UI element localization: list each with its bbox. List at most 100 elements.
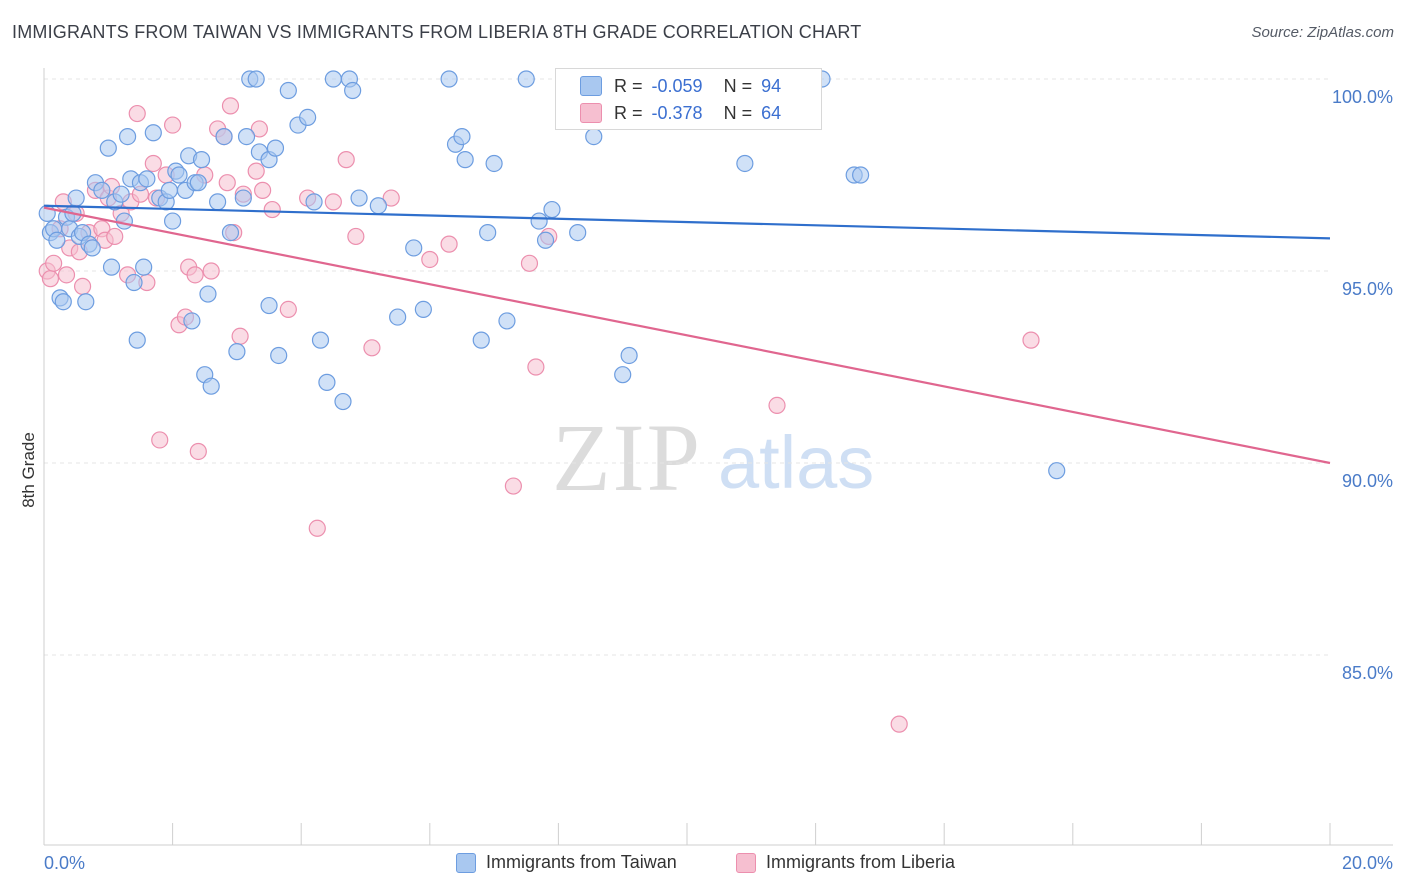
taiwan-point — [115, 212, 133, 230]
y-axis-label: 8th Grade — [19, 432, 38, 508]
chart-title: IMMIGRANTS FROM TAIWAN VS IMMIGRANTS FRO… — [12, 22, 862, 42]
legend-label-taiwan: Immigrants from Taiwan — [486, 852, 677, 872]
taiwan-point — [324, 70, 342, 88]
taiwan-point — [77, 293, 95, 311]
liberia-points — [38, 70, 1040, 733]
taiwan-point — [247, 70, 265, 88]
liberia-point — [128, 104, 146, 123]
y-tick-labels: 85.0% 90.0% 95.0% 100.0% — [1332, 87, 1393, 683]
taiwan-point — [569, 224, 587, 242]
taiwan-point — [543, 200, 561, 219]
taiwan-points — [38, 70, 1066, 480]
y-tick-label: 85.0% — [1342, 663, 1393, 683]
liberia-point — [520, 254, 539, 272]
taiwan-point — [128, 331, 146, 349]
taiwan-point — [202, 377, 220, 395]
liberia-point — [324, 193, 342, 211]
liberia-point — [164, 116, 182, 134]
legend-label-liberia: Immigrants from Liberia — [766, 852, 956, 872]
liberia-trend-line — [43, 206, 1331, 465]
taiwan-point — [456, 151, 474, 169]
taiwan-point — [414, 300, 432, 318]
liberia-point — [768, 396, 786, 414]
taiwan-point — [305, 193, 323, 211]
taiwan-point — [536, 231, 555, 249]
liberia-point — [527, 358, 545, 376]
stats-legend: R = -0.059 N = 94 R = -0.378 N = 64 — [555, 68, 822, 130]
taiwan-point — [350, 189, 368, 207]
liberia-point — [221, 97, 240, 115]
taiwan-r-label: R = — [614, 75, 643, 96]
bottom-legend: Immigrants from Taiwan Immigrants from L… — [0, 852, 1406, 878]
liberia-point — [421, 250, 439, 269]
taiwan-point — [405, 239, 423, 257]
taiwan-point — [199, 285, 217, 303]
taiwan-point — [237, 128, 256, 146]
watermark-zip: ZIP — [552, 404, 702, 511]
taiwan-point — [318, 373, 336, 391]
taiwan-point — [260, 296, 278, 315]
watermark: ZIP atlas — [552, 404, 874, 511]
legend-item-taiwan[interactable]: Immigrants from Taiwan — [456, 852, 677, 873]
liberia-n-value: 64 — [761, 102, 782, 123]
taiwan-point — [189, 174, 207, 192]
taiwan-point — [99, 139, 117, 157]
liberia-point — [250, 120, 269, 138]
liberia-point — [45, 254, 63, 272]
legend-swatch-taiwan — [456, 852, 476, 873]
liberia-point — [41, 270, 60, 288]
liberia-point — [202, 262, 220, 280]
liberia-point — [337, 151, 355, 169]
taiwan-point — [234, 189, 252, 207]
taiwan-point — [160, 181, 178, 199]
liberia-point — [382, 189, 400, 207]
y-tick-label: 90.0% — [1342, 471, 1393, 491]
taiwan-point — [517, 70, 535, 88]
taiwan-point — [54, 293, 72, 311]
taiwan-point — [118, 128, 137, 146]
liberia-r-label: R = — [614, 102, 643, 123]
y-tick-label: 100.0% — [1332, 87, 1393, 107]
taiwan-point — [344, 81, 362, 100]
taiwan-point — [485, 154, 503, 173]
taiwan-point — [279, 81, 297, 100]
x-ticks — [43, 823, 1331, 845]
taiwan-point — [852, 166, 870, 184]
liberia-point — [363, 339, 381, 357]
axes — [43, 68, 1393, 846]
taiwan-n-label: N = — [723, 75, 753, 96]
liberia-point — [218, 174, 236, 192]
taiwan-point — [498, 312, 516, 330]
liberia-n-label: N = — [723, 102, 753, 123]
liberia-point — [308, 519, 326, 537]
taiwan-point — [183, 312, 201, 330]
liberia-point — [263, 200, 281, 219]
liberia-point — [189, 442, 207, 461]
liberia-stats-text: R = -0.378 N = 64 — [614, 103, 781, 124]
taiwan-point — [479, 224, 497, 242]
legend-item-liberia[interactable]: Immigrants from Liberia — [736, 852, 955, 873]
taiwan-point — [125, 273, 143, 292]
liberia-r-value: -0.378 — [651, 102, 703, 123]
liberia-point — [231, 327, 249, 345]
gridlines — [44, 78, 1330, 656]
taiwan-point — [299, 108, 317, 127]
liberia-point — [73, 277, 92, 295]
taiwan-point — [472, 331, 490, 349]
liberia-point — [106, 227, 124, 246]
taiwan-point — [614, 366, 632, 384]
taiwan-trend-line — [43, 204, 1331, 240]
liberia-swatch — [580, 103, 602, 123]
taiwan-point — [215, 128, 233, 146]
taiwan-point — [164, 212, 182, 230]
taiwan-point — [334, 392, 352, 411]
x-tick-label-max: 20.0% — [1342, 853, 1393, 873]
taiwan-point — [369, 197, 387, 215]
liberia-point — [144, 154, 162, 173]
taiwan-point — [530, 212, 548, 230]
liberia-point — [504, 477, 522, 495]
taiwan-point — [453, 128, 471, 146]
taiwan-point — [192, 151, 211, 169]
legend-swatch-liberia — [736, 852, 756, 873]
taiwan-point — [135, 258, 153, 276]
